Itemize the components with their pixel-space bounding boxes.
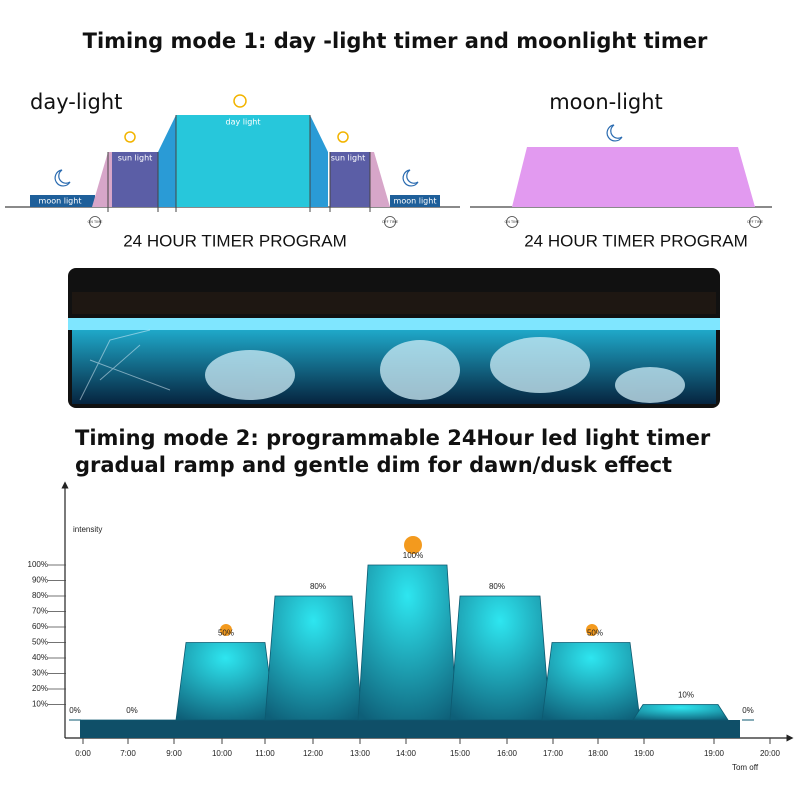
x-tick-label: 13:00 bbox=[350, 749, 371, 758]
value-label: 50% bbox=[218, 629, 234, 638]
y-tick-label: 10% bbox=[32, 700, 48, 709]
marker-label: OFF TIME bbox=[382, 220, 398, 224]
label: moon light bbox=[394, 197, 437, 206]
y-tick-label: 20% bbox=[32, 684, 48, 693]
label: day-light bbox=[30, 90, 122, 114]
label: moon light bbox=[39, 197, 82, 206]
step bbox=[357, 564, 458, 721]
value-label: 80% bbox=[489, 582, 505, 591]
step bbox=[632, 704, 729, 721]
label: day light bbox=[226, 118, 261, 127]
title: Timing mode 1: day -light timer and moon… bbox=[83, 29, 708, 53]
x-tick-label: 11:00 bbox=[255, 749, 275, 758]
daylight-diagram: day-light day light sun light sun light … bbox=[5, 90, 460, 250]
floor-band bbox=[80, 720, 740, 738]
x-tick-label: 7:00 bbox=[120, 749, 136, 758]
y-tick-label: 30% bbox=[32, 669, 48, 678]
value-label: 80% bbox=[310, 582, 326, 591]
value-label: 0% bbox=[742, 706, 754, 715]
y-tick-label: 70% bbox=[32, 607, 48, 616]
aquarium-photo bbox=[68, 268, 720, 408]
axis-title: intensity bbox=[73, 525, 102, 534]
y-tick-label: 90% bbox=[32, 576, 48, 585]
x-tick-label: 18:00 bbox=[588, 749, 609, 758]
marker-label: ON TIME bbox=[88, 220, 103, 224]
value-label: 0% bbox=[69, 706, 81, 715]
marker-label: OFF TIME bbox=[747, 220, 763, 224]
caption: 24 HOUR TIMER PROGRAM bbox=[524, 231, 748, 250]
x-tick-label: 16:00 bbox=[497, 749, 518, 758]
x-tick-label: 19:00 bbox=[704, 749, 725, 758]
x-tick-label: 9:00 bbox=[166, 749, 182, 758]
title: Timing mode 2: programmable 24Hour led l… bbox=[75, 426, 711, 450]
axis-note: Tom off bbox=[732, 763, 759, 772]
label: moon-light bbox=[549, 90, 663, 114]
x-tick-label: 19:00 bbox=[634, 749, 655, 758]
y-tick-label: 60% bbox=[32, 622, 48, 631]
y-tick-label: 100% bbox=[28, 560, 48, 569]
x-tick-label: 17:00 bbox=[543, 749, 564, 758]
step bbox=[264, 595, 363, 721]
value-label: 10% bbox=[678, 691, 694, 700]
caption: 24 HOUR TIMER PROGRAM bbox=[123, 231, 347, 250]
x-tick-label: 14:00 bbox=[396, 749, 417, 758]
moonlight-diagram: moon-light ON TIME OFF TIME 24 HOUR TIME… bbox=[470, 90, 772, 250]
label: sun light bbox=[331, 154, 366, 163]
y-tick-label: 40% bbox=[32, 653, 48, 662]
y-tick-label: 80% bbox=[32, 591, 48, 600]
value-label: 0% bbox=[126, 706, 138, 715]
x-tick-label: 15:00 bbox=[450, 749, 471, 758]
x-tick-label: 10:00 bbox=[212, 749, 233, 758]
step bbox=[449, 595, 551, 721]
x-tick-label: 0:00 bbox=[75, 749, 91, 758]
label: sun light bbox=[118, 154, 153, 163]
intensity-chart: intensity Tom off 10% 20% 30% 40% 50% 60% 70% 8… bbox=[28, 481, 794, 772]
value-label: 100% bbox=[403, 551, 423, 560]
title: gradual ramp and gentle dim for dawn/dus… bbox=[75, 453, 672, 477]
marker-label: ON TIME bbox=[505, 220, 520, 224]
value-label: 50% bbox=[587, 629, 603, 638]
step bbox=[175, 642, 276, 721]
step bbox=[541, 642, 641, 721]
x-tick-label: 12:00 bbox=[303, 749, 324, 758]
y-tick-label: 50% bbox=[32, 638, 48, 647]
x-tick-label: 20:00 bbox=[760, 749, 781, 758]
